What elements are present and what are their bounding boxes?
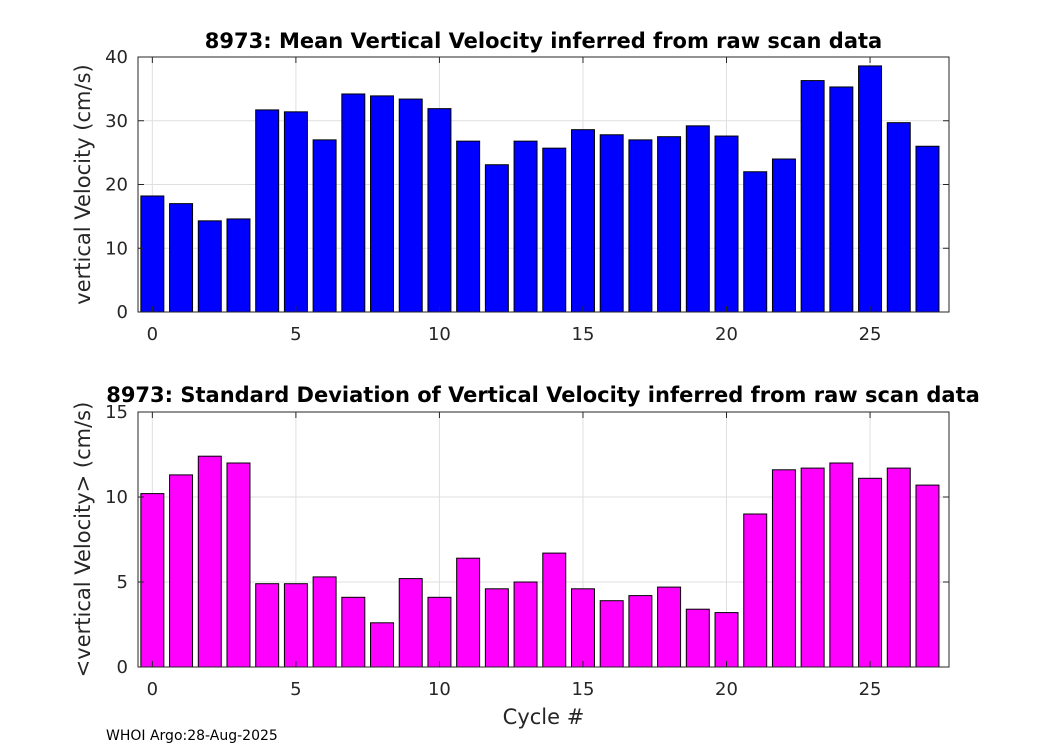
y-axis-label: <vertical Velocity> (cm/s) [71, 402, 95, 678]
bar-cycle-26 [886, 467, 911, 668]
y-axis-label: vertical Velocity (cm/s) [71, 64, 95, 304]
x-tick-label: 20 [715, 679, 738, 700]
bar-cycle-15 [570, 129, 595, 313]
bar-cycle-14 [542, 147, 567, 313]
y-tick-label: 30 [105, 111, 128, 132]
bar-cycle-15 [570, 588, 595, 668]
y-tick-label: 0 [117, 302, 128, 323]
x-tick-label: 15 [572, 679, 595, 700]
bar-cycle-24 [829, 86, 854, 313]
bar-cycle-16 [599, 134, 624, 313]
x-tick-label: 20 [715, 324, 738, 345]
bar-cycle-3 [226, 218, 251, 313]
bar-cycle-9 [398, 578, 423, 668]
bar-cycle-23 [800, 80, 825, 313]
bar-cycle-17 [628, 595, 653, 668]
bar-cycle-18 [657, 136, 682, 313]
bar-cycle-6 [312, 576, 337, 668]
bar-cycle-2 [197, 455, 222, 668]
y-tick-label: 5 [117, 572, 128, 593]
chart-panel-1: 0 5 10 15 20 25 0 10 20 30 40 8973: Mean Vertical V… [71, 29, 950, 345]
bar-cycle-13 [513, 581, 538, 668]
bar-cycle-12 [484, 588, 509, 668]
bar-cycle-5 [283, 111, 308, 313]
x-tick-label: 5 [290, 679, 301, 700]
x-tick-label: 25 [859, 679, 882, 700]
bar-cycle-4 [255, 583, 280, 668]
bar-cycle-6 [312, 139, 337, 313]
bar-cycle-1 [169, 203, 194, 313]
bar-cycle-26 [886, 122, 911, 313]
x-axis-label: Cycle # [503, 705, 585, 729]
chart-title: 8973: Mean Vertical Velocity inferred fr… [205, 29, 882, 53]
bar-cycle-21 [743, 513, 768, 668]
bar-cycle-23 [800, 467, 825, 668]
x-tick-label: 10 [428, 324, 451, 345]
bar-cycle-7 [341, 93, 366, 313]
bar-cycle-18 [657, 586, 682, 668]
bar-cycle-25 [858, 65, 883, 313]
bar-cycle-7 [341, 596, 366, 668]
axes-box [137, 411, 950, 668]
x-tick-label: 0 [147, 679, 158, 700]
x-tick-label: 15 [572, 324, 595, 345]
bar-cycle-10 [427, 596, 452, 668]
bar-cycle-22 [771, 469, 796, 668]
bar-cycle-1 [169, 474, 194, 668]
bar-cycle-17 [628, 139, 653, 313]
bar-cycle-10 [427, 108, 452, 313]
bar-cycle-8 [370, 622, 394, 668]
bar-cycle-19 [685, 125, 710, 313]
bar-cycle-20 [714, 612, 739, 668]
bar-cycle-25 [858, 477, 883, 668]
chart-title: 8973: Standard Deviation of Vertical Vel… [106, 383, 980, 407]
bar-cycle-8 [370, 95, 394, 313]
bar-cycle-24 [829, 462, 854, 668]
y-tick-label: 15 [105, 402, 128, 423]
bar-cycle-13 [513, 140, 538, 313]
footer-text: WHOI Argo:28-Aug-2025 [106, 728, 278, 744]
bar-cycle-9 [398, 98, 423, 313]
y-tick-label: 0 [117, 657, 128, 678]
bar-cycle-11 [456, 557, 481, 668]
bar-cycle-27 [915, 145, 940, 313]
bar-cycle-22 [771, 158, 796, 313]
bar-cycle-5 [283, 583, 308, 668]
bar-cycle-16 [599, 600, 624, 668]
bar-cycle-27 [915, 484, 940, 668]
x-tick-label: 10 [428, 679, 451, 700]
bar-cycle-2 [197, 220, 222, 313]
y-tick-label: 10 [105, 487, 128, 508]
y-tick-label: 10 [105, 238, 128, 259]
bar-cycle-12 [484, 164, 509, 313]
bar-cycle-21 [743, 171, 768, 313]
bar-cycle-19 [685, 608, 710, 668]
bar-cycle-14 [542, 552, 567, 668]
bar-cycle-11 [456, 140, 481, 313]
bar-cycle-0 [140, 493, 165, 668]
bar-cycle-3 [226, 462, 251, 668]
bar-cycle-4 [255, 109, 280, 313]
bar-cycle-20 [714, 135, 739, 313]
y-tick-label: 20 [105, 175, 128, 196]
bar-cycle-0 [140, 195, 165, 313]
x-tick-label: 25 [859, 324, 882, 345]
y-tick-label: 40 [105, 47, 128, 68]
x-tick-label: 0 [147, 324, 158, 345]
x-tick-label: 5 [290, 324, 301, 345]
